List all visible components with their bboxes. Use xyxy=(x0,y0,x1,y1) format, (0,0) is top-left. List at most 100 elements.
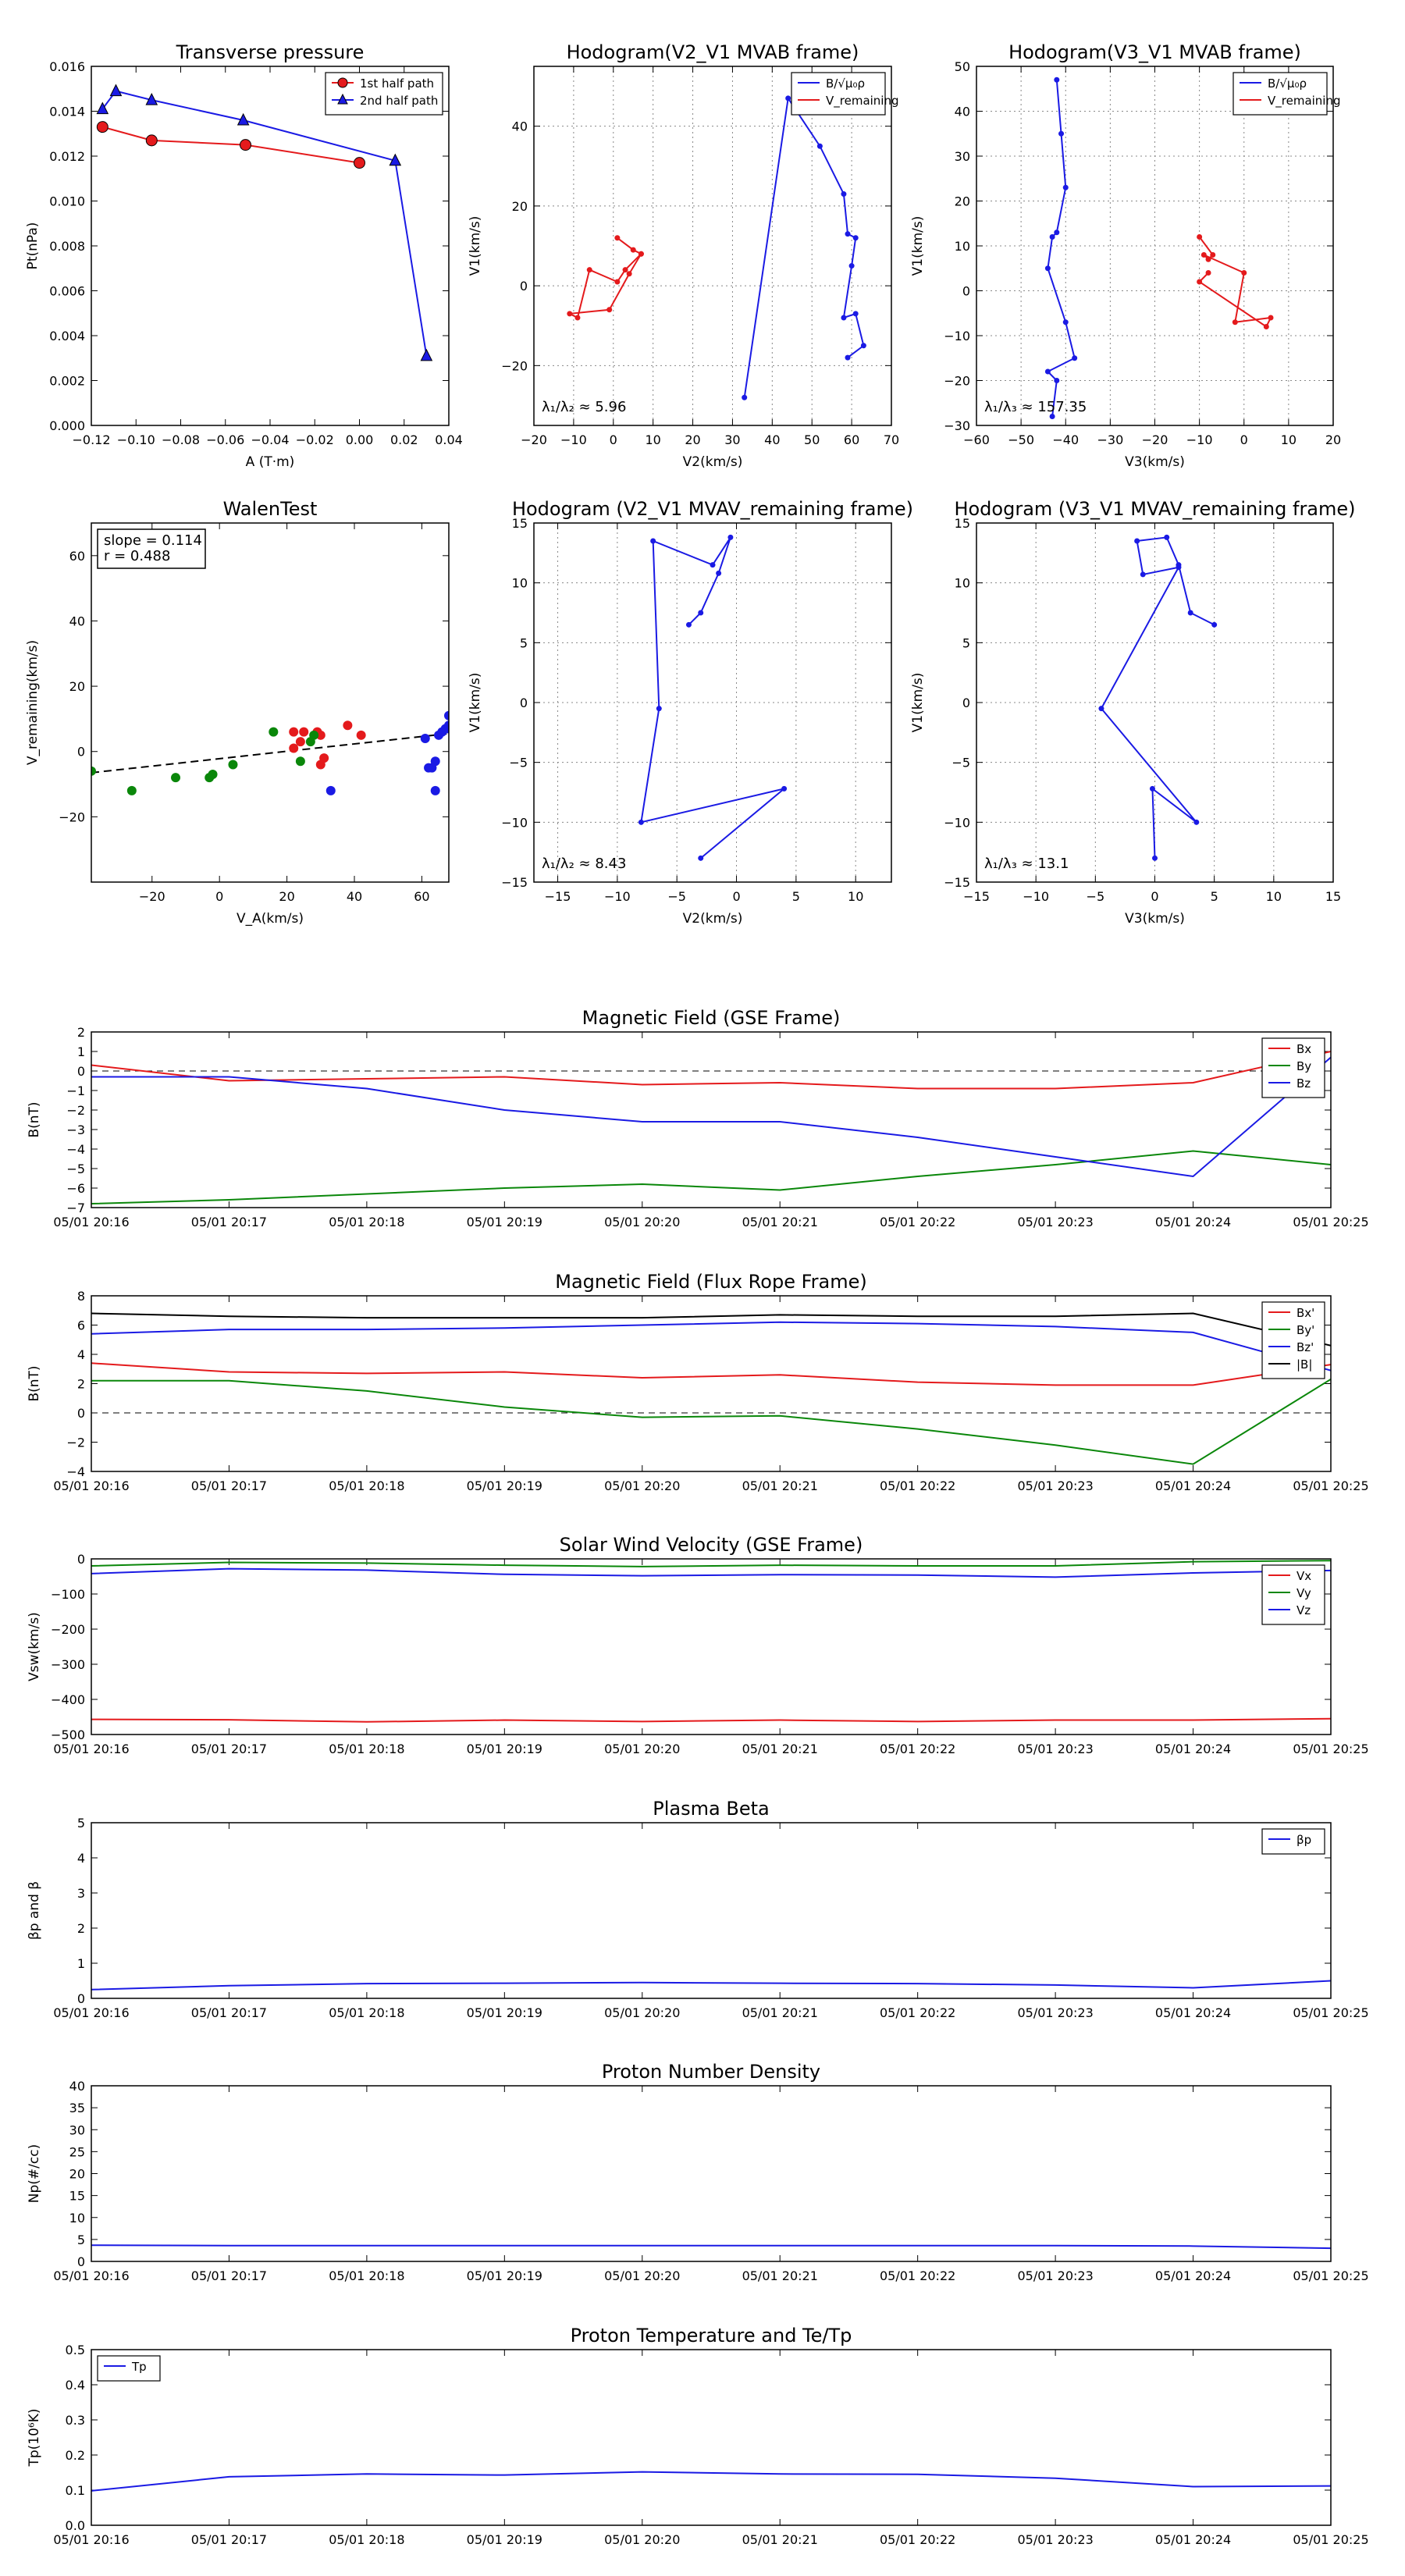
x-tick-label: −10 xyxy=(604,889,631,904)
legend-box xyxy=(97,2355,161,2382)
eigenvalue-ratio-label: λ₁/λ₂ ≈ 5.96 xyxy=(542,399,626,415)
chart-panel-beta: 05/01 20:16 05/01 20:17 05/01 20:18 05/01 2… xyxy=(27,1798,1369,2020)
x-tick-label: 20 xyxy=(1325,432,1341,447)
data-point xyxy=(626,271,632,277)
x-axis-label: V3(km/s) xyxy=(1125,454,1185,470)
x-tick-label: 05/01 20:21 xyxy=(742,2532,818,2547)
walen-stat-line: r = 0.488 xyxy=(104,548,170,564)
data-point xyxy=(574,315,581,321)
x-tick-label: 05/01 20:19 xyxy=(467,2005,542,2020)
x-tick-label: 05/01 20:19 xyxy=(467,1215,542,1229)
data-point xyxy=(1054,76,1060,83)
data-point xyxy=(1263,324,1269,329)
legend-marker xyxy=(337,93,348,105)
y-tick-label: −15 xyxy=(501,875,528,890)
chart-title: Hodogram(V3_V1 MVAB frame) xyxy=(1008,41,1301,63)
x-tick-label: 05/01 20:16 xyxy=(53,1478,129,1493)
data-point xyxy=(841,315,847,321)
y-tick-label: 6 xyxy=(77,1318,85,1333)
x-tick-label: −0.06 xyxy=(206,432,244,447)
x-tick-label: 05/01 20:17 xyxy=(191,2532,267,2547)
chart-panel-hodo-v3v1-mvab: −60 −50 −40 −30 −20 −10 0 10 20 −30 −20 −10 0 10 20 30 4… xyxy=(910,41,1341,470)
plot-frame xyxy=(91,522,450,883)
data-point xyxy=(289,743,299,753)
x-tick-label: 05/01 20:19 xyxy=(467,1478,542,1493)
y-tick-label: 0.016 xyxy=(49,59,85,74)
chart-title: Hodogram (V2_V1 MVAV_remaining frame) xyxy=(512,498,913,520)
series-line-0 xyxy=(1100,536,1215,859)
chart-panel-tp: 05/01 20:16 05/01 20:17 05/01 20:18 05/01 2… xyxy=(27,2325,1369,2547)
plot-area xyxy=(91,2471,1331,2492)
data-point xyxy=(295,756,305,767)
x-tick-label: 10 xyxy=(645,432,660,447)
series-line-1 xyxy=(101,90,428,357)
y-tick-label: 2 xyxy=(77,1025,85,1040)
y-tick-label: −20 xyxy=(944,374,970,389)
y-tick-label: 10 xyxy=(955,576,970,591)
series-line-1 xyxy=(91,1150,1331,1204)
y-axis-label: Vsw(km/s) xyxy=(27,1612,42,1681)
x-tick-label: 05/01 20:20 xyxy=(604,1478,680,1493)
x-tick-label: −30 xyxy=(1097,432,1123,447)
data-point xyxy=(1054,229,1060,236)
y-axis-label: B(nT) xyxy=(27,1101,42,1137)
x-tick-label: 05/01 20:18 xyxy=(329,1742,404,1756)
x-tick-label: −5 xyxy=(1087,889,1105,904)
x-tick-label: 05/01 20:24 xyxy=(1155,1742,1231,1756)
y-tick-label: 0 xyxy=(77,1064,85,1079)
x-tick-label: 20 xyxy=(685,432,700,447)
y-tick-label: 0 xyxy=(962,696,970,710)
x-tick-label: 05/01 20:17 xyxy=(191,1742,267,1756)
data-point xyxy=(685,621,692,628)
data-point xyxy=(852,311,859,317)
legend-label: Vy xyxy=(1297,1586,1311,1600)
data-point xyxy=(816,143,823,149)
y-tick-label: 0.012 xyxy=(49,149,85,164)
data-point xyxy=(1054,378,1060,383)
legend-label: Tp xyxy=(131,2360,147,2374)
x-tick-label: 40 xyxy=(764,432,780,447)
y-tick-label: −4 xyxy=(66,1142,85,1157)
y-axis-label: βp and β xyxy=(27,1881,42,1940)
x-axis-label: V2(km/s) xyxy=(683,911,743,927)
data-point xyxy=(1211,621,1218,628)
legend-label: V_remaining xyxy=(1268,94,1341,109)
data-point xyxy=(567,311,573,317)
x-tick-label: 05/01 20:16 xyxy=(53,1215,129,1229)
data-point xyxy=(698,855,704,861)
y-axis-label: Pt(nPa) xyxy=(25,222,41,270)
y-tick-label: 40 xyxy=(955,105,970,119)
x-tick-label: −0.10 xyxy=(117,432,155,447)
plot-frame xyxy=(976,522,1334,883)
y-tick-label: 25 xyxy=(69,2144,85,2159)
series-line-0 xyxy=(91,2244,1331,2250)
data-point xyxy=(1232,319,1238,326)
y-tick-label: 40 xyxy=(512,119,528,134)
y-tick-label: −7 xyxy=(66,1201,85,1215)
y-tick-label: 0 xyxy=(520,279,528,294)
data-point xyxy=(1241,270,1247,276)
x-tick-label: 05/01 20:17 xyxy=(191,1478,267,1493)
data-point xyxy=(606,307,613,313)
x-axis-label: V2(km/s) xyxy=(683,454,743,470)
x-tick-label: 05/01 20:25 xyxy=(1293,2005,1368,2020)
data-point xyxy=(145,93,158,105)
plot-frame xyxy=(91,1295,1332,1472)
x-tick-label: 05/01 20:20 xyxy=(604,2532,680,2547)
data-point xyxy=(710,562,716,568)
x-tick-label: 05/01 20:22 xyxy=(880,2268,955,2283)
x-tick-label: 40 xyxy=(347,889,362,904)
y-tick-label: −1 xyxy=(66,1083,85,1098)
data-point xyxy=(1072,355,1078,361)
legend-box xyxy=(1261,1301,1325,1379)
x-tick-label: 05/01 20:22 xyxy=(880,2005,955,2020)
data-point xyxy=(315,760,325,770)
legend: Bx' By' Bz' |B| xyxy=(1261,1301,1325,1379)
data-point xyxy=(444,724,449,734)
data-point xyxy=(145,134,158,147)
legend-label: 1st half path xyxy=(360,76,434,91)
chart-title: Solar Wind Velocity (GSE Frame) xyxy=(560,1534,863,1556)
y-tick-label: 20 xyxy=(69,679,85,694)
x-tick-label: −10 xyxy=(1023,889,1049,904)
data-point xyxy=(698,610,704,616)
